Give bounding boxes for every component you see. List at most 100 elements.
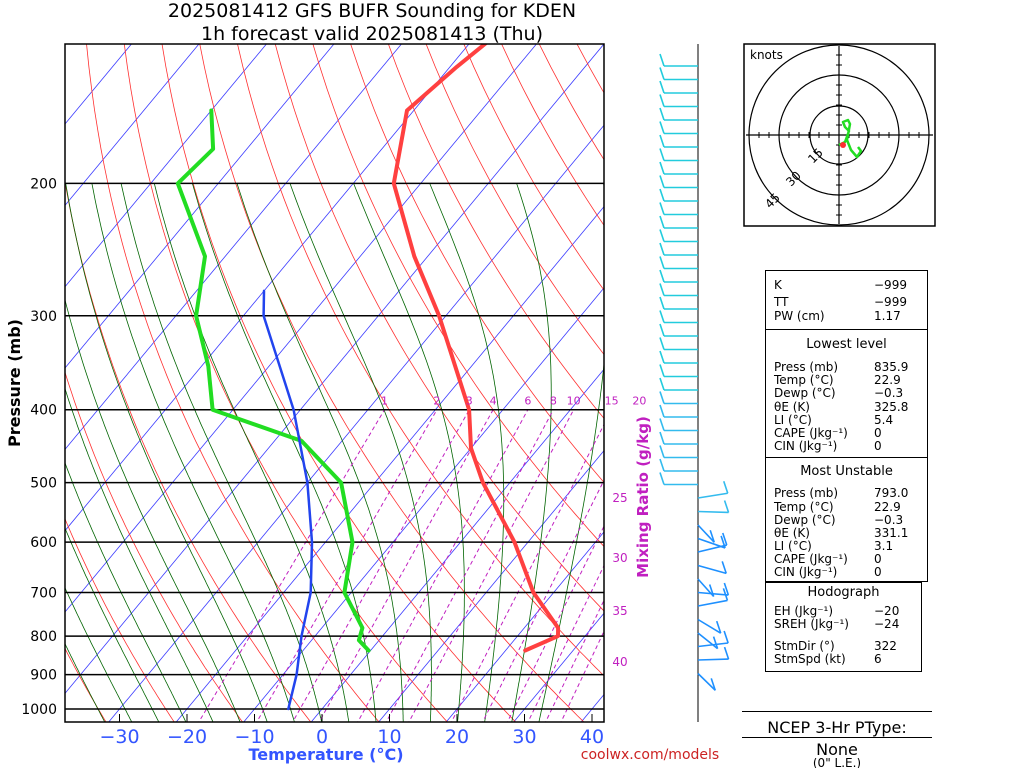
wind-barb-flag — [660, 162, 664, 174]
wind-barb-flag — [660, 243, 664, 255]
pressure-tick-label: 400 — [30, 403, 57, 419]
pressure-tick-label: 700 — [30, 586, 57, 602]
mixing-ratio-line — [481, 410, 639, 725]
wind-barb-flag — [724, 481, 728, 493]
mixing-ratio-side-label: 25 — [612, 491, 627, 505]
hodograph: knots 15 30 45 — [744, 44, 935, 226]
mixing-ratio-axis-label: Mixing Ratio (g/kg) — [634, 416, 652, 578]
pressure-ticks: 200 300 400 500 600 700 800 900 1000 — [21, 176, 57, 718]
dry-adiabat-line — [186, 0, 587, 725]
wind-barb-flag — [660, 473, 664, 485]
wind-barb-flag — [660, 257, 664, 269]
wind-barb-flag — [660, 81, 664, 93]
wind-barb-flag — [660, 95, 664, 107]
pressure-tick-label: 600 — [30, 535, 57, 551]
wind-barb-flag — [660, 176, 664, 188]
mixing-ratio-side-label: 40 — [612, 655, 627, 669]
wind-barb-flag — [660, 365, 664, 377]
mixing-ratio-tick-label: 20 — [632, 395, 646, 408]
chart-title-line2: 1h forecast valid 2025081413 (Thu) — [201, 23, 543, 45]
moist-adiabat-line — [154, 183, 349, 725]
mixing-ratio-tick-label: 2 — [433, 395, 440, 408]
isotherm-line — [0, 0, 609, 725]
wind-barb-flag — [722, 561, 726, 573]
hodo-stmspd: StmSpd (kt)6 — [774, 653, 913, 666]
hodo-sreh: SREH (Jkg⁻¹)−24 — [774, 618, 913, 631]
mixing-ratio-tick-label: 10 — [567, 395, 581, 408]
moist-adiabat-line — [92, 183, 295, 725]
mixing-ratio-line — [356, 410, 528, 725]
wind-barb-flag — [660, 419, 664, 431]
isotherm-line — [0, 0, 541, 725]
stat-divider — [766, 457, 927, 458]
stats-panel: K−999 TT−999 PW (cm)1.17 Lowest level Pr… — [765, 270, 928, 582]
wind-barb-flag — [660, 230, 664, 242]
wind-barb — [698, 659, 729, 660]
lowest-dewp: Dewp (°C)−0.3 — [774, 387, 919, 400]
isotherm-line — [0, 0, 406, 725]
moist-adiabat-line — [0, 183, 160, 725]
wind-barb-flag — [660, 284, 664, 296]
plot-frame — [65, 44, 604, 722]
wind-barb — [698, 600, 727, 606]
mixing-ratio-tick-label: 4 — [490, 395, 497, 408]
most-unstable-header: Most Unstable — [766, 464, 927, 479]
ptype-rule — [742, 737, 932, 738]
pressure-tick-label: 800 — [30, 629, 57, 645]
wind-barb — [698, 566, 726, 574]
wind-barb-flag — [660, 68, 664, 80]
ptype-title: NCEP 3-Hr PType: — [742, 718, 932, 737]
wind-barb-flag — [660, 324, 664, 336]
wind-barb-flag — [660, 203, 664, 215]
dry-adiabat-line — [921, 0, 1024, 725]
wind-barb-flag — [660, 338, 664, 350]
wind-barb-flag — [660, 122, 664, 134]
lowest-level-header: Lowest level — [766, 337, 927, 352]
isotherm-line — [0, 0, 271, 725]
moist-adiabat-line — [430, 183, 504, 725]
wind-barb-flag — [660, 405, 664, 417]
wind-barb — [698, 493, 728, 498]
pressure-tick-label: 500 — [30, 476, 57, 492]
pressure-tick-label: 900 — [30, 668, 57, 684]
dry-adiabat-line — [116, 0, 450, 725]
dry-adiabat-line — [46, 0, 313, 725]
mixing-ratio-line — [197, 410, 384, 725]
stat-pw: PW (cm)1.17 — [774, 310, 919, 323]
wind-barb-flag — [660, 378, 664, 390]
pressure-tick-label: 300 — [30, 309, 57, 325]
temperature-tick-label: −30 — [99, 726, 139, 748]
credit-text: coolwx.com/models — [581, 747, 719, 763]
isotherm-line — [106, 0, 743, 725]
mixing-ratio-tick-label: 1 — [381, 395, 388, 408]
wind-barb-flag — [660, 108, 664, 120]
stat-k: K−999 — [774, 279, 919, 292]
wind-barb-flag — [660, 392, 664, 404]
dry-adiabat-line — [256, 0, 724, 725]
wind-barb — [698, 512, 729, 513]
dry-adiabat-line — [221, 0, 655, 725]
ptype-value: None — [742, 740, 932, 759]
parcel-trace — [264, 291, 312, 709]
wind-barb-flag — [660, 311, 664, 323]
wind-barb-flag — [660, 351, 664, 363]
wind-barb-flag — [725, 647, 729, 659]
wind-barb-flag — [660, 459, 664, 471]
wind-barb-flag — [660, 432, 664, 444]
chart-title-line1: 2025081412 GFS BUFR Sounding for KDEN — [168, 0, 576, 22]
wind-barb-flag — [660, 149, 664, 161]
wind-barb-flag — [660, 135, 664, 147]
wind-barb-flag — [660, 446, 664, 458]
hodograph-stats-header: Hodograph — [766, 585, 921, 600]
pressure-tick-label: 1000 — [21, 702, 57, 718]
mixing-ratio-tick-label: 15 — [605, 395, 619, 408]
mixing-ratio-tick-label: 8 — [550, 395, 557, 408]
pressure-tick-label: 200 — [30, 176, 57, 192]
ptype-note: (0" L.E.) — [742, 758, 932, 768]
hodograph-stats-panel: Hodograph EH (Jkg⁻¹)−20 SREH (Jkg⁻¹)−24 … — [765, 582, 922, 672]
mixing-ratio-tick-label: 3 — [466, 395, 473, 408]
stat-divider — [766, 329, 927, 330]
dry-adiabat-line — [11, 0, 245, 725]
temperature-tick-label: −20 — [167, 726, 207, 748]
